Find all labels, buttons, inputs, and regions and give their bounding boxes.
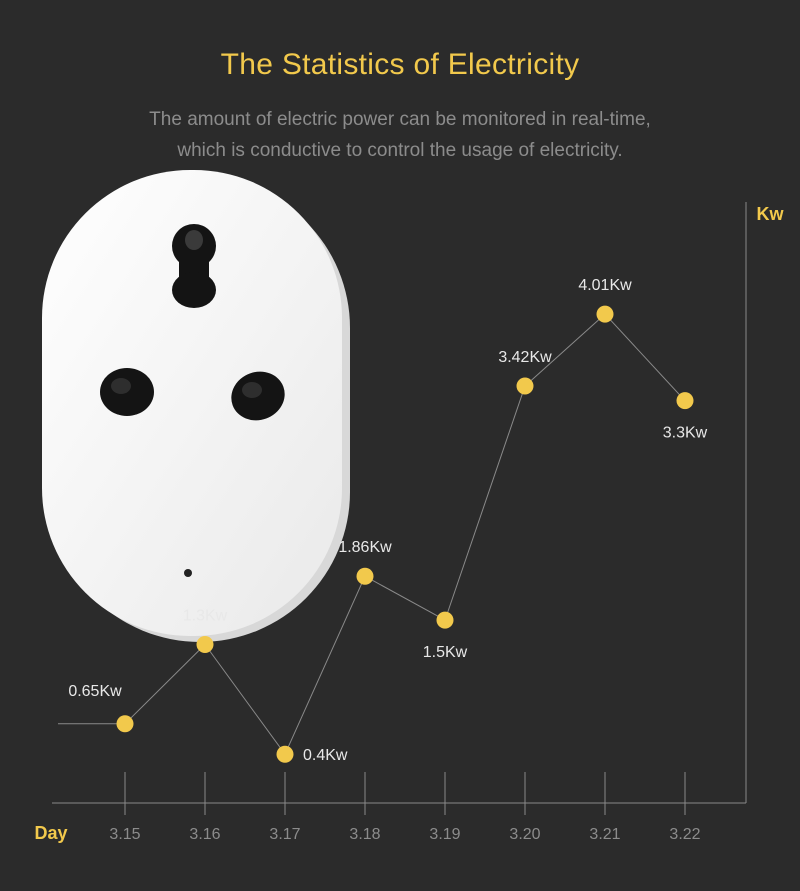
data-point xyxy=(356,567,374,585)
series-line-segment xyxy=(284,576,366,755)
data-label: 4.01Kw xyxy=(578,277,632,294)
x-axis-label: Day xyxy=(34,823,67,843)
page-subtitle: The amount of electric power can be moni… xyxy=(0,104,800,166)
data-label: 3.42Kw xyxy=(498,349,552,366)
series-line-segment xyxy=(364,575,446,621)
subtitle-line-1: The amount of electric power can be moni… xyxy=(149,109,651,130)
page-title: The Statistics of Electricity xyxy=(220,48,580,81)
data-label: 1.86Kw xyxy=(338,539,392,556)
data-point xyxy=(516,377,534,395)
data-point xyxy=(276,745,294,763)
data-label: 0.4Kw xyxy=(303,747,348,764)
data-point xyxy=(116,715,134,733)
y-axis-label: Kw xyxy=(757,204,785,224)
x-tick-label: 3.18 xyxy=(349,826,380,843)
series-line-segment xyxy=(204,644,286,755)
series-line-segment xyxy=(444,385,526,621)
data-label: 1.3Kw xyxy=(183,608,228,625)
x-tick-label: 3.16 xyxy=(189,826,220,843)
data-point xyxy=(436,611,454,629)
x-tick-label: 3.22 xyxy=(669,826,700,843)
x-tick-label: 3.20 xyxy=(509,826,540,843)
data-point xyxy=(196,636,214,653)
data-label: 0.65Kw xyxy=(68,683,122,700)
x-tick-label: 3.19 xyxy=(429,826,460,843)
subtitle-line-2: which is conductive to control the usage… xyxy=(177,140,623,161)
series-line-segment xyxy=(124,644,206,725)
series-line-segment xyxy=(524,313,606,387)
x-tick-label: 3.21 xyxy=(589,826,620,843)
data-label: 1.5Kw xyxy=(423,644,468,661)
series-line-segment xyxy=(604,313,686,401)
data-point xyxy=(596,305,614,323)
x-tick-label: 3.17 xyxy=(269,826,300,843)
x-tick-label: 3.15 xyxy=(109,826,140,843)
data-point xyxy=(676,392,694,410)
data-label: 3.3Kw xyxy=(663,425,708,442)
